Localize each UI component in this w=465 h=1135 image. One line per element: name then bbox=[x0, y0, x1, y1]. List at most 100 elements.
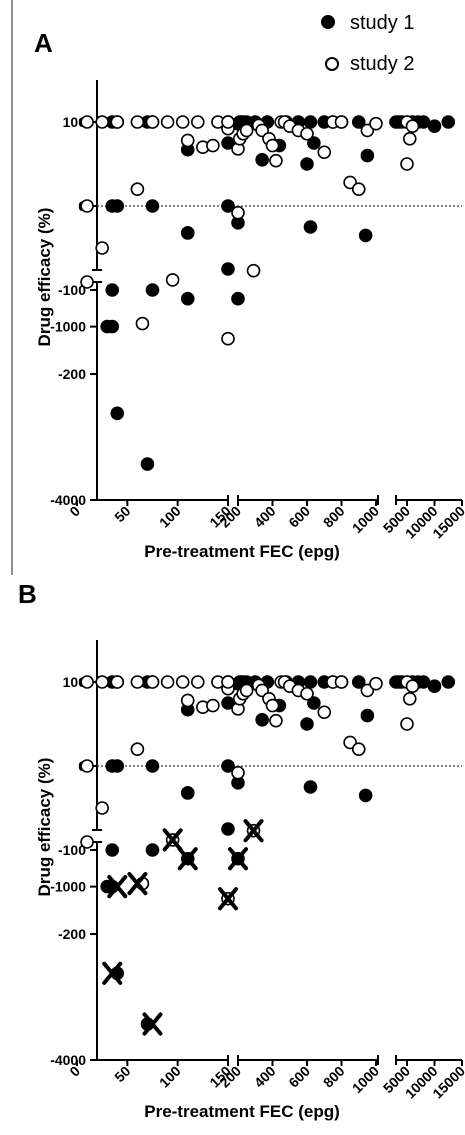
a-point-study-2 bbox=[135, 316, 150, 331]
a-x-tick-label: 1000 bbox=[349, 503, 382, 536]
a-point-study-1 bbox=[255, 153, 269, 167]
a-point-study-1 bbox=[140, 457, 155, 471]
a-point-study-2 bbox=[351, 182, 366, 196]
b-point-study-2 bbox=[80, 759, 94, 773]
b-point-study-2 bbox=[402, 691, 417, 706]
b-point-study-2 bbox=[130, 675, 145, 689]
b-point-study-2 bbox=[206, 698, 220, 713]
b-x-marker bbox=[177, 847, 198, 871]
legend-label-study-1: study 1 bbox=[350, 12, 414, 34]
panel-b: B 1000-100-200-1000-40000501001502004006… bbox=[18, 579, 465, 1121]
b-point-study-1 bbox=[441, 675, 456, 689]
a-point-study-2 bbox=[402, 132, 417, 146]
legend-marker-study-1 bbox=[321, 15, 335, 29]
b-point-study-2 bbox=[231, 765, 245, 780]
b-point-study-2 bbox=[265, 698, 280, 713]
b-point-study-2 bbox=[95, 675, 109, 689]
a-point-study-2 bbox=[175, 115, 190, 129]
a-point-study-2 bbox=[145, 115, 160, 129]
a-point-study-2 bbox=[80, 115, 94, 129]
panel-b-y-axis-label: Drug efficacy (%) bbox=[35, 758, 54, 897]
b-point-study-2 bbox=[221, 675, 235, 689]
b-x-tick-label: 600 bbox=[285, 1063, 313, 1091]
a-point-study-1 bbox=[351, 115, 366, 129]
b-x-tick-label: 1000 bbox=[349, 1063, 382, 1096]
b-point-study-2 bbox=[80, 675, 94, 689]
panel-b-axes: 1000-100-200-1000-4000050100150200400600… bbox=[50, 640, 465, 1102]
b-x-tick-label: 800 bbox=[320, 1063, 348, 1091]
a-point-study-2 bbox=[265, 138, 280, 153]
b-point-study-1 bbox=[300, 717, 314, 731]
b-point-study-2 bbox=[405, 679, 420, 694]
b-point-study-2 bbox=[130, 742, 145, 757]
a-point-study-2 bbox=[160, 115, 175, 129]
a-point-study-1 bbox=[221, 262, 235, 276]
a-y-tick-label: -200 bbox=[58, 366, 86, 382]
a-point-study-1 bbox=[145, 199, 160, 213]
a-point-study-1 bbox=[427, 119, 442, 133]
b-x-marker bbox=[162, 828, 183, 852]
b-point-study-2 bbox=[400, 717, 414, 731]
a-point-study-1 bbox=[358, 228, 373, 243]
b-point-study-1 bbox=[303, 675, 318, 689]
a-point-study-2 bbox=[191, 115, 205, 129]
b-y-tick-label: -200 bbox=[58, 926, 86, 942]
a-point-study-2 bbox=[130, 115, 145, 129]
a-y-tick-label: -100 bbox=[58, 282, 86, 298]
b-point-study-2 bbox=[351, 742, 366, 757]
a-point-study-2 bbox=[95, 115, 109, 129]
panel-b-x-axis-label: Pre-treatment FEC (epg) bbox=[144, 1102, 340, 1121]
a-y-tick-label: -1000 bbox=[50, 319, 86, 335]
b-point-study-2 bbox=[95, 801, 109, 815]
a-point-study-2 bbox=[400, 157, 414, 171]
b-point-study-2 bbox=[80, 835, 94, 849]
b-point-study-1 bbox=[255, 712, 269, 727]
b-point-study-2 bbox=[191, 675, 205, 689]
b-point-study-1 bbox=[358, 788, 373, 803]
b-point-study-2 bbox=[160, 675, 175, 689]
b-point-study-1 bbox=[145, 843, 160, 857]
a-point-study-1 bbox=[110, 406, 125, 421]
a-point-study-1 bbox=[180, 291, 195, 306]
b-point-study-1 bbox=[221, 822, 235, 836]
a-x-tick-label: 600 bbox=[285, 503, 313, 531]
a-y-tick-label: 100 bbox=[63, 114, 87, 130]
b-point-study-1 bbox=[307, 696, 321, 710]
a-point-study-2 bbox=[95, 241, 109, 255]
b-x-marker bbox=[102, 961, 123, 985]
b-point-study-1 bbox=[303, 780, 318, 794]
b-point-study-1 bbox=[351, 675, 366, 689]
a-point-study-2 bbox=[300, 126, 314, 141]
a-point-study-2 bbox=[405, 119, 420, 133]
a-point-study-1 bbox=[307, 136, 321, 150]
a-point-study-2 bbox=[206, 138, 220, 153]
a-point-study-1 bbox=[105, 283, 120, 297]
a-point-study-2 bbox=[231, 205, 245, 220]
a-point-study-2 bbox=[221, 331, 235, 346]
a-point-study-2 bbox=[130, 182, 145, 196]
b-x-tick-label: 50 bbox=[111, 1063, 133, 1085]
b-point-study-2 bbox=[145, 675, 160, 689]
b-point-study-2 bbox=[239, 683, 254, 698]
panel-b-letter: B bbox=[18, 579, 37, 609]
b-point-study-2 bbox=[175, 675, 190, 689]
panel-a-x-axis-label: Pre-treatment FEC (epg) bbox=[144, 542, 340, 561]
panel-b-marks bbox=[80, 675, 456, 1036]
b-point-study-1 bbox=[427, 679, 442, 694]
a-point-study-2 bbox=[165, 273, 180, 287]
b-point-study-1 bbox=[221, 759, 235, 773]
b-point-study-1 bbox=[145, 759, 160, 773]
legend-marker-study-2 bbox=[325, 57, 339, 71]
b-x-tick-label: 400 bbox=[251, 1063, 279, 1091]
b-point-study-1 bbox=[110, 759, 125, 773]
a-point-study-1 bbox=[360, 148, 375, 163]
b-x-marker bbox=[228, 847, 248, 871]
a-point-study-1 bbox=[100, 319, 114, 334]
b-x-tick-label: 100 bbox=[156, 1063, 184, 1091]
a-point-study-1 bbox=[303, 220, 318, 234]
a-point-study-1 bbox=[145, 283, 160, 297]
a-point-study-1 bbox=[303, 115, 318, 129]
legend-label-study-2: study 2 bbox=[350, 53, 414, 75]
a-point-study-1 bbox=[300, 157, 314, 171]
